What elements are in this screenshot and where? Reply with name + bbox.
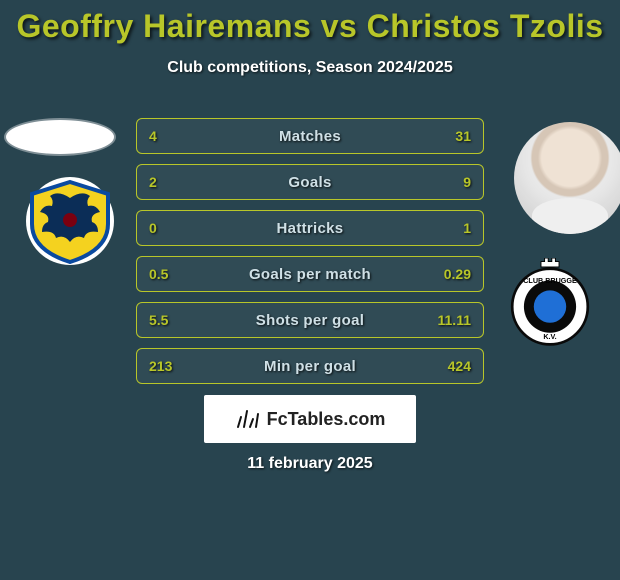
stat-right-value: 11.11 xyxy=(438,312,472,328)
stat-label: Goals per match xyxy=(249,266,371,283)
stat-left-value: 4 xyxy=(149,128,157,144)
stat-left-value: 5.5 xyxy=(149,312,168,328)
stat-left-value: 0.5 xyxy=(149,266,168,282)
svg-text:K.V.: K.V. xyxy=(543,332,556,341)
stat-row: 2 Goals 9 xyxy=(136,164,484,200)
branding-text: FcTables.com xyxy=(267,409,386,430)
club-crest-left xyxy=(18,176,122,266)
stat-row: 4 Matches 31 xyxy=(136,118,484,154)
stat-right-value: 424 xyxy=(448,358,471,374)
stat-right-value: 9 xyxy=(463,174,471,190)
stat-left-value: 2 xyxy=(149,174,157,190)
stat-row: 213 Min per goal 424 xyxy=(136,348,484,384)
svg-text:CLUB BRUGGE: CLUB BRUGGE xyxy=(523,276,577,285)
stat-row: 5.5 Shots per goal 11.11 xyxy=(136,302,484,338)
stat-left-value: 213 xyxy=(149,358,172,374)
stat-row: 0.5 Goals per match 0.29 xyxy=(136,256,484,292)
infographic-date: 11 february 2025 xyxy=(0,455,620,473)
stat-label: Min per goal xyxy=(264,358,356,375)
branding-box[interactable]: FcTables.com xyxy=(204,395,416,443)
stat-left-value: 0 xyxy=(149,220,157,236)
subtitle: Club competitions, Season 2024/2025 xyxy=(0,59,620,77)
stats-table: 4 Matches 31 2 Goals 9 0 Hattricks 1 0.5 Goals per… xyxy=(136,118,484,394)
stat-right-value: 0.29 xyxy=(444,266,471,282)
stat-right-value: 31 xyxy=(455,128,471,144)
player-right-avatar xyxy=(514,122,620,234)
stat-label: Matches xyxy=(279,128,341,145)
page-title: Geoffry Hairemans vs Christos Tzolis xyxy=(0,0,620,45)
stat-row: 0 Hattricks 1 xyxy=(136,210,484,246)
club-crest-right: CLUB BRUGGE K.V. xyxy=(498,258,602,348)
stat-right-value: 1 xyxy=(463,220,471,236)
branding-icon xyxy=(235,407,261,431)
stat-label: Goals xyxy=(288,174,331,191)
stat-label: Shots per goal xyxy=(256,312,364,329)
player-left-avatar xyxy=(6,120,114,154)
stat-label: Hattricks xyxy=(277,220,344,237)
